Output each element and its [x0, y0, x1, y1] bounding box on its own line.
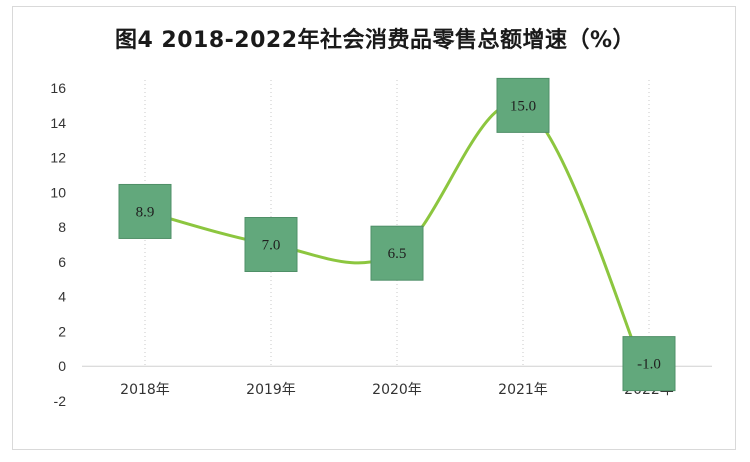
y-tick-label: 12 [50, 150, 66, 166]
y-tick-label: 10 [50, 184, 66, 200]
x-tick-label: 2018年 [120, 382, 170, 398]
y-axis-ticks: -2 0 2 4 6 8 10 12 14 16 [50, 80, 66, 409]
data-label-box [244, 217, 298, 272]
y-tick-label: 0 [58, 358, 66, 374]
data-label: 8.9 [136, 204, 155, 220]
data-label: -1.0 [637, 357, 661, 373]
data-label-box [496, 77, 550, 133]
data-point: 8.9 [118, 183, 172, 239]
chart-title: 图4 2018-2022年社会消费品零售总额增速（%） [114, 28, 636, 53]
x-tick-label: 2019年 [246, 382, 296, 398]
gridlines [144, 80, 650, 367]
y-tick-label: 6 [58, 254, 66, 270]
y-tick-label: 16 [50, 80, 66, 96]
data-point: 15.0 [496, 77, 550, 133]
y-tick-label: 2 [58, 323, 66, 339]
data-point: -1.0 [622, 336, 676, 392]
y-tick-label: -2 [54, 393, 67, 409]
x-tick-label: 2020年 [372, 382, 422, 398]
data-point: 6.5 [370, 225, 424, 281]
y-tick-label: 8 [58, 219, 66, 235]
x-tick-label: 2021年 [498, 382, 548, 398]
data-label: 15.0 [510, 98, 536, 114]
data-label: 6.5 [388, 246, 407, 262]
x-axis-ticks: 2018年2019年2020年2021年2022年 [120, 382, 674, 398]
data-label-box [118, 183, 172, 239]
y-tick-label: 4 [58, 289, 66, 305]
data-label-box [370, 225, 424, 281]
data-label: 7.0 [262, 238, 281, 254]
data-label-box [622, 336, 676, 392]
data-point: 7.0 [244, 217, 298, 272]
data-labels: 8.9 7.0 6.5 15.0 -1.0 [118, 77, 676, 392]
y-tick-label: 14 [50, 115, 66, 131]
